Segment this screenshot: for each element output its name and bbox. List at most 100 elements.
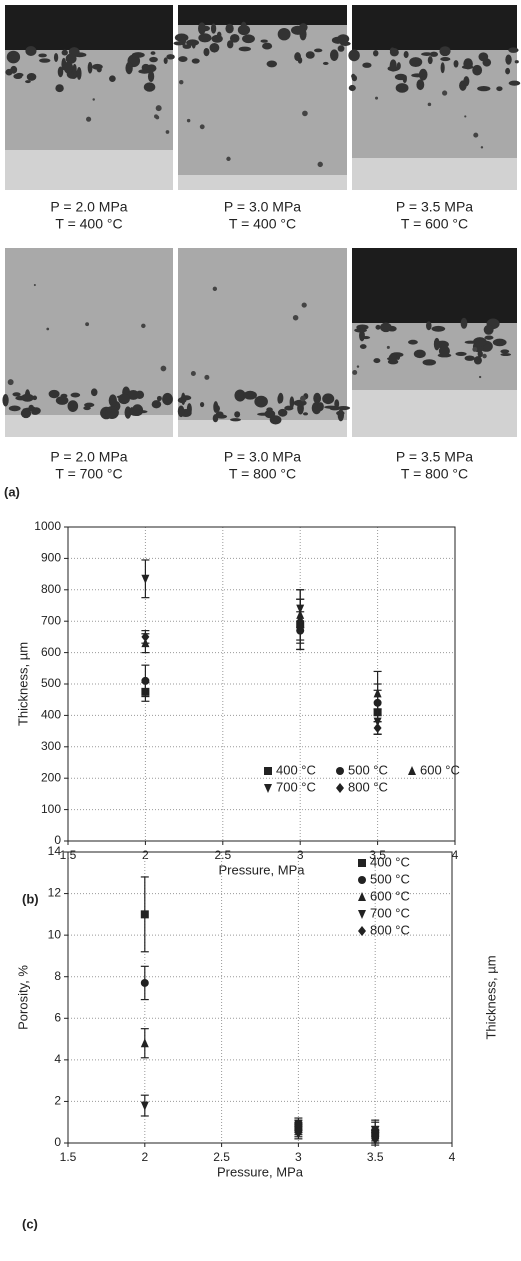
micrograph-background — [178, 5, 347, 25]
pore — [242, 34, 255, 44]
pore — [254, 395, 268, 408]
pore — [210, 23, 217, 34]
pore — [203, 47, 210, 57]
pore — [177, 405, 185, 418]
pore — [147, 70, 155, 83]
pore — [260, 39, 268, 43]
pore — [84, 402, 95, 408]
pore — [204, 374, 210, 380]
micrograph — [2, 248, 173, 437]
pore — [186, 118, 191, 123]
pore — [226, 40, 234, 49]
pore — [46, 327, 50, 331]
pore — [26, 72, 37, 81]
pore — [70, 392, 81, 398]
pore — [149, 56, 158, 63]
pore — [25, 45, 37, 56]
micrograph — [173, 5, 351, 190]
pore — [118, 393, 130, 405]
pore — [65, 53, 77, 64]
pore — [464, 355, 475, 361]
legend-marker — [264, 784, 272, 793]
pore — [213, 404, 220, 413]
legend-label: 500 °C — [370, 871, 410, 886]
pore — [225, 23, 234, 34]
y-tick-label: 700 — [41, 613, 61, 627]
y-axis-label: Porosity, % — [15, 965, 30, 1030]
pore — [500, 349, 510, 354]
pore — [514, 60, 519, 64]
pore — [508, 47, 519, 53]
pore — [394, 73, 407, 81]
x-axis-label: Pressure, MPa — [217, 1164, 304, 1179]
pore — [473, 337, 487, 347]
pore — [421, 52, 433, 56]
pore — [151, 400, 162, 409]
x-tick-label: 3 — [295, 1150, 302, 1164]
pore — [464, 340, 477, 344]
legend-label: 600 °C — [420, 762, 460, 777]
micrograph-background — [352, 5, 517, 50]
pore — [8, 405, 21, 412]
pore — [190, 370, 196, 376]
pore — [463, 58, 473, 70]
pore — [472, 346, 478, 352]
caption-temperature: T = 800 °C — [401, 466, 468, 482]
pore — [21, 393, 34, 402]
pore — [480, 146, 484, 149]
pore — [375, 96, 379, 100]
marker — [140, 1101, 149, 1111]
pore — [289, 396, 295, 409]
plot-frame — [67, 851, 453, 1144]
legend-marker — [336, 783, 344, 793]
pore — [313, 48, 323, 53]
pore — [380, 322, 392, 333]
y-tick-label: 1000 — [34, 519, 61, 533]
pore — [388, 353, 398, 364]
micrograph — [352, 248, 517, 437]
pore — [209, 42, 220, 53]
micrograph-substrate — [5, 150, 173, 190]
pore — [31, 407, 41, 415]
micrograph — [177, 248, 351, 437]
pore — [427, 102, 432, 107]
marker — [140, 1038, 149, 1048]
legend-label: 700 °C — [276, 779, 316, 794]
pore — [257, 412, 272, 416]
pore — [356, 365, 360, 368]
y-tick-label: 14 — [48, 844, 62, 858]
x-tick-label: 2.5 — [213, 1150, 230, 1164]
pore — [373, 358, 381, 364]
pore — [505, 67, 511, 75]
pore — [375, 324, 381, 330]
legend-marker — [358, 926, 366, 936]
micrograph-substrate — [352, 390, 517, 437]
right-axis-label: Thickness, µm — [483, 955, 498, 1039]
y-tick-label: 500 — [41, 676, 61, 690]
y-axis-label: Thickness, µm — [15, 642, 30, 726]
pore — [277, 408, 288, 417]
pore — [229, 34, 240, 43]
legend-marker — [264, 767, 272, 775]
micrograph-background — [5, 5, 173, 50]
y-tick-label: 300 — [41, 739, 61, 753]
pore — [8, 55, 14, 59]
y-tick-label: 12 — [48, 886, 62, 900]
pore — [125, 61, 133, 75]
pore — [492, 338, 507, 347]
x-tick-label: 2.5 — [214, 848, 231, 862]
pore — [352, 369, 358, 375]
pore — [434, 340, 440, 346]
caption-pressure: P = 2.0 MPa — [50, 449, 127, 465]
caption-temperature: T = 800 °C — [229, 466, 296, 482]
pore — [141, 323, 146, 329]
pore — [337, 409, 344, 422]
pore — [53, 52, 59, 62]
panel-label: (c) — [22, 1216, 38, 1231]
pore — [322, 61, 329, 65]
marker — [140, 978, 149, 987]
pore — [143, 82, 156, 92]
micrograph-substrate — [178, 420, 347, 437]
pore — [63, 61, 74, 74]
pore — [408, 339, 418, 345]
